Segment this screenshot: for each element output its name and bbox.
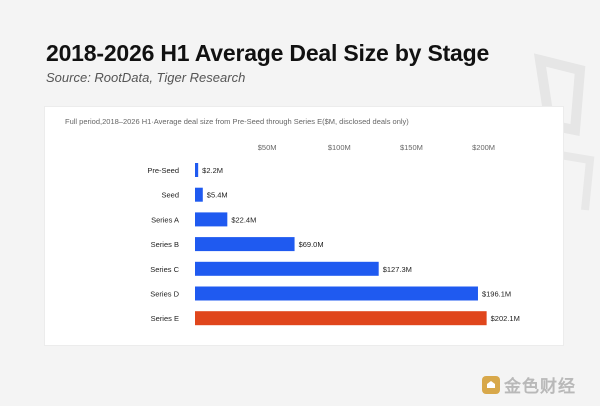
data-label: $202.1M [491, 314, 520, 323]
bar [195, 261, 379, 276]
data-label: $127.3M [383, 265, 412, 274]
bar [195, 163, 199, 177]
bar [195, 311, 487, 326]
bar [195, 286, 478, 301]
jinse-logo-icon [482, 375, 500, 394]
data-label: $69.0M [299, 240, 324, 249]
bar [195, 187, 203, 202]
category-label: Series A [151, 215, 179, 224]
watermark: 金色财经 [482, 372, 576, 397]
category-label: Series C [150, 265, 179, 274]
chart-description: Full period,2018–2026 H1·Average deal si… [65, 117, 409, 126]
category-label: Pre-Seed [147, 166, 179, 175]
data-label: $5.4M [207, 191, 228, 200]
category-label: Series E [151, 314, 179, 323]
watermark-text: 金色财经 [504, 377, 576, 397]
x-tick-label: $150M [400, 143, 423, 152]
page-subtitle: Source: RootData, Tiger Research [46, 70, 246, 85]
x-tick-label: $100M [328, 143, 351, 152]
category-label: Series B [151, 240, 179, 249]
bar [195, 237, 295, 252]
data-label: $2.2M [202, 166, 223, 175]
page-title: 2018-2026 H1 Average Deal Size by Stage [46, 40, 490, 66]
chart-panel: Full period,2018–2026 H1·Average deal si… [44, 106, 564, 346]
bar-chart: $50M $100M $150M $200M Pre-Seed $2.2M Seed $5.4… [147, 143, 520, 326]
category-label: Series D [150, 290, 179, 299]
x-tick-label: $50M [258, 143, 277, 152]
data-label: $22.4M [231, 215, 256, 224]
data-label: $196.1M [482, 290, 511, 299]
x-tick-label: $200M [472, 143, 495, 152]
bar [195, 212, 228, 227]
category-label: Seed [161, 191, 179, 200]
